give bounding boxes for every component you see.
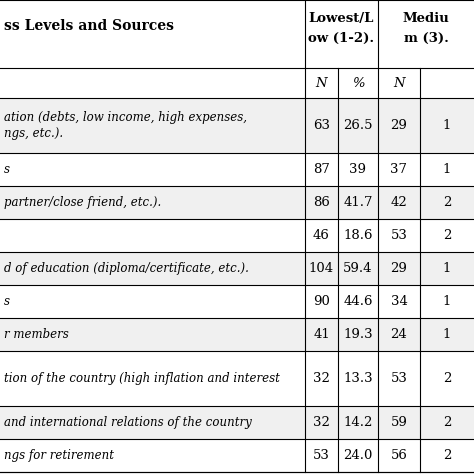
Bar [0, 98, 474, 153]
Bar [0, 68, 474, 98]
Text: ation (debts, low income, high expenses,: ation (debts, low income, high expenses, [4, 111, 247, 124]
Text: s: s [4, 163, 10, 176]
Bar [0, 153, 474, 186]
Text: ngs for retirement: ngs for retirement [4, 449, 114, 462]
Bar [0, 219, 474, 252]
Text: and international relations of the country: and international relations of the count… [4, 416, 252, 429]
Text: 34: 34 [391, 295, 408, 308]
Text: 104: 104 [309, 262, 334, 275]
Text: 87: 87 [313, 163, 330, 176]
Text: N: N [393, 76, 405, 90]
Text: 19.3: 19.3 [343, 328, 373, 341]
Bar [0, 186, 474, 219]
Text: 24.0: 24.0 [343, 449, 373, 462]
Text: 2: 2 [443, 416, 451, 429]
Bar [0, 318, 474, 351]
Bar [0, 439, 474, 472]
Text: 24: 24 [391, 328, 407, 341]
Text: m (3).: m (3). [403, 31, 448, 45]
Text: 56: 56 [391, 449, 408, 462]
Text: partner/close friend, etc.).: partner/close friend, etc.). [4, 196, 161, 209]
Text: 86: 86 [313, 196, 330, 209]
Text: 2: 2 [443, 449, 451, 462]
Text: 53: 53 [313, 449, 330, 462]
Text: ow (1-2).: ow (1-2). [309, 31, 374, 45]
Text: 29: 29 [391, 119, 408, 132]
Bar [0, 285, 474, 318]
Text: d of education (diploma/certificate, etc.).: d of education (diploma/certificate, etc… [4, 262, 249, 275]
Text: 32: 32 [313, 416, 330, 429]
Text: 53: 53 [391, 372, 408, 385]
Text: 2: 2 [443, 229, 451, 242]
Bar [0, 351, 474, 406]
Text: 46: 46 [313, 229, 330, 242]
Text: 14.2: 14.2 [343, 416, 373, 429]
Text: 59: 59 [391, 416, 408, 429]
Bar [0, 252, 474, 285]
Bar [0, 406, 474, 439]
Text: 26.5: 26.5 [343, 119, 373, 132]
Text: %: % [352, 76, 365, 90]
Text: 44.6: 44.6 [343, 295, 373, 308]
Text: 1: 1 [443, 119, 451, 132]
Text: 1: 1 [443, 295, 451, 308]
Text: N: N [316, 76, 328, 90]
Text: Mediu: Mediu [402, 11, 449, 25]
Text: 2: 2 [443, 196, 451, 209]
Text: 90: 90 [313, 295, 330, 308]
Text: 41: 41 [313, 328, 330, 341]
Text: 41.7: 41.7 [343, 196, 373, 209]
Text: 1: 1 [443, 163, 451, 176]
Text: 29: 29 [391, 262, 408, 275]
Text: 59.4: 59.4 [343, 262, 373, 275]
Text: ss Levels and Sources: ss Levels and Sources [4, 19, 174, 33]
Bar [0, 0, 474, 68]
Text: 18.6: 18.6 [343, 229, 373, 242]
Text: 39: 39 [349, 163, 366, 176]
Text: 42: 42 [391, 196, 407, 209]
Text: 37: 37 [391, 163, 408, 176]
Text: 53: 53 [391, 229, 408, 242]
Text: 32: 32 [313, 372, 330, 385]
Text: 63: 63 [313, 119, 330, 132]
Text: s: s [4, 295, 10, 308]
Text: 1: 1 [443, 328, 451, 341]
Text: 2: 2 [443, 372, 451, 385]
Text: r members: r members [4, 328, 69, 341]
Text: 13.3: 13.3 [343, 372, 373, 385]
Text: tion of the country (high inflation and interest: tion of the country (high inflation and … [4, 372, 280, 385]
Text: 1: 1 [443, 262, 451, 275]
Text: ngs, etc.).: ngs, etc.). [4, 127, 63, 140]
Text: Lowest/L: Lowest/L [309, 11, 374, 25]
